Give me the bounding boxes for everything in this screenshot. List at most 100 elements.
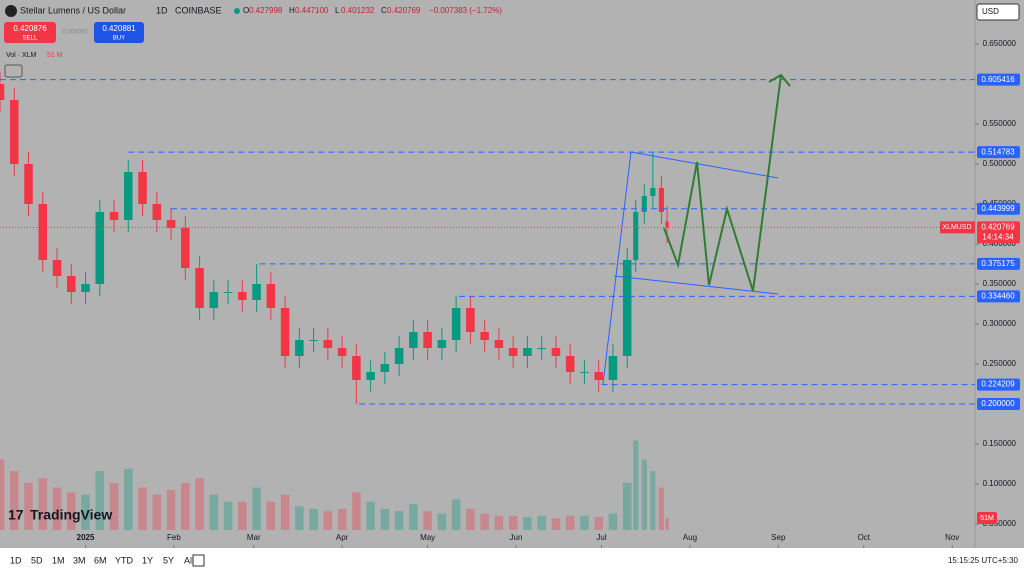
- x-tick-label: Mar: [247, 533, 261, 542]
- price-tag-label: 0.420769: [981, 222, 1015, 231]
- volume-bar: [223, 501, 233, 530]
- volume-bar: [366, 501, 375, 530]
- candle-body: [580, 372, 589, 373]
- candle-body: [252, 284, 261, 300]
- ohlc-value: 0.427998: [249, 6, 283, 15]
- ohlc-key: L: [335, 6, 340, 15]
- level-label: 0.375175: [981, 259, 1015, 268]
- ohlc-key: C: [381, 6, 387, 15]
- range-button[interactable]: 1M: [52, 555, 65, 565]
- collapse-button[interactable]: [4, 64, 23, 78]
- candle-body: [537, 348, 546, 349]
- volume-bar: [466, 508, 475, 530]
- level-tag: [977, 257, 1020, 270]
- volume-bar: [266, 501, 276, 530]
- candle-body: [480, 332, 489, 340]
- level-tag: [977, 378, 1020, 391]
- toolbar-bg: [0, 548, 1024, 576]
- spread: 0.000005: [62, 30, 88, 36]
- projection-drawing: [663, 74, 782, 292]
- volume-bar: [580, 515, 589, 530]
- ohlc-key: H: [289, 6, 295, 15]
- volume-bar: [152, 494, 162, 530]
- range-button[interactable]: 6M: [94, 555, 107, 565]
- buy-price: 0.420881: [102, 24, 136, 33]
- channel-drawing: [602, 151, 779, 385]
- level-label: 0.443999: [981, 204, 1015, 213]
- clock: 15:15:25 UTC+5:30: [948, 556, 1019, 565]
- volume-bar: [109, 482, 119, 530]
- volume-bar: [166, 489, 176, 530]
- candle-body: [409, 332, 418, 348]
- candle-body: [223, 292, 233, 293]
- volume-bar: [537, 515, 546, 530]
- volume-bar: [608, 513, 618, 530]
- candle-body: [523, 348, 532, 356]
- x-tick-label: Aug: [683, 533, 697, 542]
- x-tick-label: Jun: [510, 533, 523, 542]
- volume-bar: [451, 499, 461, 530]
- symbol-tag: [940, 221, 975, 234]
- buy-button[interactable]: [94, 22, 144, 43]
- range-button[interactable]: YTD: [115, 555, 134, 565]
- candle-body: [109, 212, 119, 220]
- candle-body: [181, 228, 190, 268]
- range-button[interactable]: 3M: [73, 555, 86, 565]
- y-tick-label: 0.550000: [983, 119, 1017, 128]
- interval[interactable]: 1D: [156, 5, 168, 15]
- volume-bar: [66, 492, 76, 530]
- range-button[interactable]: All: [184, 555, 194, 565]
- candle-body: [494, 340, 504, 348]
- range-button[interactable]: 1D: [10, 555, 22, 565]
- currency: USD: [982, 7, 999, 16]
- volume-bar: [95, 471, 105, 530]
- countdown: 14:14:34: [982, 232, 1014, 241]
- volume-bar: [38, 478, 48, 530]
- date-range-icon[interactable]: [192, 554, 205, 567]
- ohlc-value: 0.447100: [295, 6, 329, 15]
- y-tick-label: 0.250000: [983, 359, 1017, 368]
- volume-bar: [24, 482, 33, 530]
- volume-bar: [124, 468, 133, 530]
- candle-body: [466, 308, 475, 332]
- volume-bar: [665, 517, 669, 530]
- logo-mark: 17: [8, 507, 24, 523]
- candle-body: [195, 268, 204, 308]
- volume-bar: [508, 515, 518, 530]
- candle-body: [9, 100, 19, 164]
- range-button[interactable]: 1Y: [142, 555, 153, 565]
- volume-bar: [565, 515, 575, 530]
- range-button[interactable]: 5Y: [163, 555, 174, 565]
- ohlc-value: 0.401232: [341, 6, 375, 15]
- candle-body: [665, 221, 669, 228]
- volume-bar: [409, 504, 418, 530]
- volume-bar: [238, 501, 247, 530]
- candle-body: [508, 348, 518, 356]
- candle-body: [138, 172, 147, 204]
- change: −0.007383 (−1.72%): [429, 6, 502, 15]
- sell-button[interactable]: [4, 22, 56, 43]
- y-tick-label: 0.050000: [983, 519, 1017, 528]
- volume-bar: [323, 511, 333, 530]
- candle-body: [0, 84, 5, 100]
- level-tag: [977, 146, 1020, 159]
- candle-body: [423, 332, 432, 348]
- sell-label: SELL: [23, 36, 38, 42]
- x-tick-label: Feb: [167, 533, 181, 542]
- candle-body: [280, 308, 290, 356]
- volume-bar: [622, 482, 632, 530]
- volume-bar: [252, 487, 261, 530]
- candle-body: [608, 356, 618, 380]
- candle-body: [95, 212, 105, 284]
- sell-price: 0.420876: [13, 24, 47, 33]
- candle-body: [451, 308, 461, 340]
- range-button[interactable]: 5D: [31, 555, 43, 565]
- volume-bar: [494, 515, 504, 530]
- currency-button[interactable]: [976, 3, 1020, 21]
- candle-body: [81, 284, 90, 292]
- volume-bar: [437, 513, 447, 530]
- price-tag: [977, 221, 1020, 244]
- volume-bar: [81, 494, 90, 530]
- level-label: 0.200000: [981, 399, 1015, 408]
